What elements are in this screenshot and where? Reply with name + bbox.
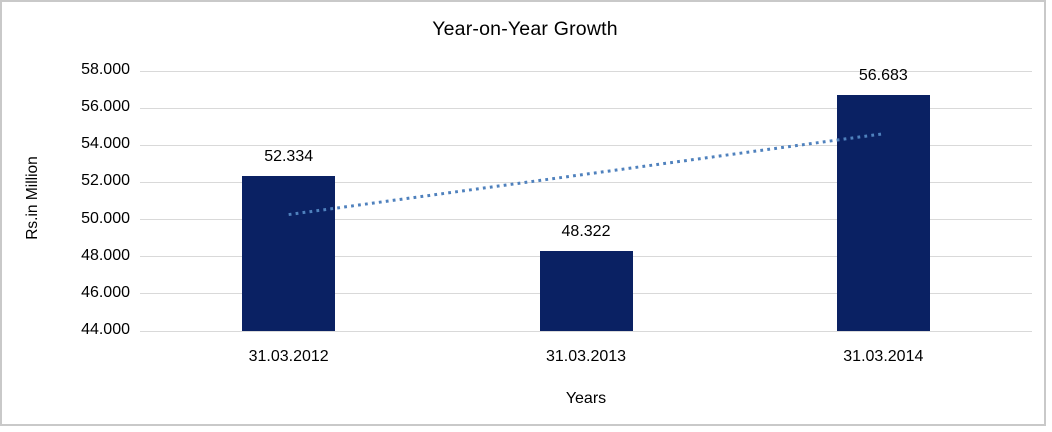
bar xyxy=(539,250,633,331)
plot-area xyxy=(140,70,1032,332)
y-tick-label: 48.000 xyxy=(81,246,130,264)
y-tick-label: 54.000 xyxy=(81,135,130,153)
bar xyxy=(242,176,336,331)
trendline xyxy=(288,132,884,217)
y-tick-label: 50.000 xyxy=(81,209,130,227)
bar xyxy=(836,95,930,331)
gridline xyxy=(140,70,1032,72)
x-tick-label: 31.03.2012 xyxy=(248,348,329,365)
y-tick-label: 44.000 xyxy=(81,321,130,338)
x-tick-label: 31.03.2013 xyxy=(545,348,627,365)
x-tick-label: 31.03.2014 xyxy=(843,348,924,365)
gridline xyxy=(140,107,1032,109)
gridline xyxy=(140,181,1032,183)
gridline xyxy=(140,330,1032,332)
bar-data-label: 56.683 xyxy=(858,67,908,85)
x-axis-title: Years xyxy=(565,390,607,407)
y-tick-label: 52.000 xyxy=(81,172,130,190)
y-tick-label: 58.000 xyxy=(81,61,130,78)
gridline xyxy=(140,219,1032,221)
chart-title: Year-on-Year Growth xyxy=(432,18,618,40)
bar-data-label: 52.334 xyxy=(264,148,314,166)
trendline-dotted-line xyxy=(288,132,884,217)
gridline xyxy=(140,144,1032,146)
bar-data-label: 48.322 xyxy=(561,222,611,240)
y-tick-label: 46.000 xyxy=(81,283,130,301)
y-tick-label: 56.000 xyxy=(81,98,130,116)
